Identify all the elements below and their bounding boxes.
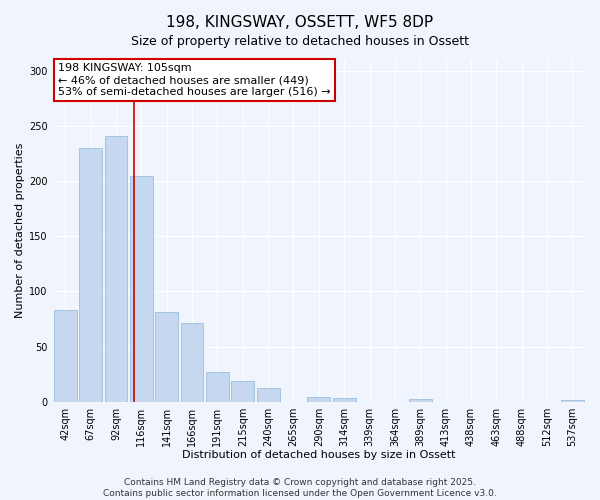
Bar xyxy=(232,380,254,402)
Bar xyxy=(130,176,153,402)
Text: 198 KINGSWAY: 105sqm
← 46% of detached houses are smaller (449)
53% of semi-deta: 198 KINGSWAY: 105sqm ← 46% of detached h… xyxy=(58,64,331,96)
Bar xyxy=(206,372,229,402)
Bar xyxy=(409,400,431,402)
Text: Size of property relative to detached houses in Ossett: Size of property relative to detached ho… xyxy=(131,35,469,48)
Bar xyxy=(79,148,102,402)
X-axis label: Distribution of detached houses by size in Ossett: Distribution of detached houses by size … xyxy=(182,450,455,460)
Bar xyxy=(54,310,77,402)
Bar xyxy=(561,400,584,402)
Text: Contains HM Land Registry data © Crown copyright and database right 2025.
Contai: Contains HM Land Registry data © Crown c… xyxy=(103,478,497,498)
Bar xyxy=(307,397,330,402)
Text: 198, KINGSWAY, OSSETT, WF5 8DP: 198, KINGSWAY, OSSETT, WF5 8DP xyxy=(166,15,434,30)
Bar xyxy=(257,388,280,402)
Bar xyxy=(104,136,127,402)
Y-axis label: Number of detached properties: Number of detached properties xyxy=(15,143,25,318)
Bar xyxy=(333,398,356,402)
Bar xyxy=(155,312,178,402)
Bar xyxy=(181,324,203,402)
